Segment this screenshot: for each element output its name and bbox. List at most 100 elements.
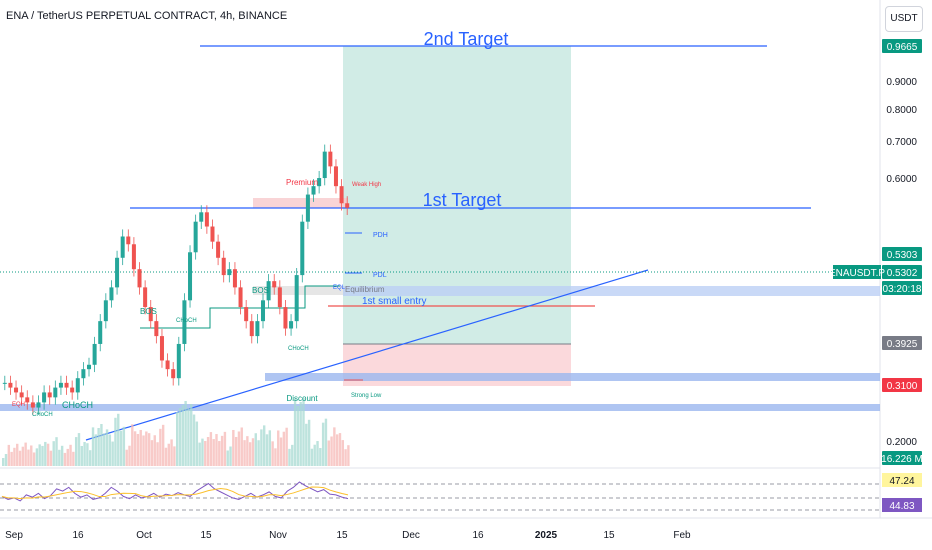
volume-series	[2, 398, 350, 466]
price-badge: 0.5303	[882, 247, 922, 261]
candle-body	[249, 321, 254, 337]
blue-zone-upper	[343, 286, 880, 296]
volume-bar	[307, 419, 311, 466]
symbol-badge-bg	[833, 265, 881, 279]
volume-bar	[229, 446, 232, 466]
volume-bar	[114, 417, 117, 466]
rsi-badge: 47.24	[882, 473, 922, 487]
pdh-label: PDH	[373, 232, 388, 239]
candle-body	[199, 212, 204, 222]
candle-body	[333, 166, 338, 187]
volume-bar	[108, 434, 112, 466]
x-tick-label: Oct	[136, 530, 152, 541]
eqh-label: EQH	[12, 402, 25, 408]
discount-label: Discount	[286, 394, 318, 403]
candle-body	[126, 236, 131, 245]
candle-body	[260, 300, 266, 322]
candle-body	[131, 244, 136, 270]
volume-bar	[164, 447, 168, 466]
candle-body	[154, 321, 159, 337]
symbol-badge: ENAUSDT.P	[829, 265, 885, 279]
candle-body	[70, 387, 75, 393]
candle-body	[14, 387, 19, 393]
candle-body	[25, 397, 30, 403]
volume-bar	[201, 438, 204, 466]
pdl-label: PDL	[373, 272, 387, 279]
x-tick-label: Dec	[402, 530, 420, 541]
volume-bar	[49, 450, 53, 466]
volume-bar	[190, 404, 193, 466]
volume-bar	[296, 406, 300, 466]
candle-body	[232, 269, 237, 288]
volume-bar	[55, 437, 58, 466]
price-axis[interactable]: 0.9000 0.8000 0.7000 0.6000 0.2000	[886, 77, 917, 448]
y-tick-label: 0.6000	[886, 174, 917, 185]
volume-bar	[248, 442, 252, 466]
volume-bar	[277, 430, 280, 466]
candle-body	[42, 392, 47, 403]
volume-bar	[10, 451, 13, 466]
volume-bar	[30, 445, 33, 466]
time-axis[interactable]: Sep 16 Oct 15 Nov 15 Dec 16 2025 15 Feb	[5, 530, 691, 541]
volume-bar	[122, 426, 126, 466]
volume-bar	[24, 442, 27, 466]
price-badge-bg	[882, 247, 922, 261]
small-entry-label: 1st small entry	[362, 296, 426, 307]
x-tick-label: 2025	[535, 530, 558, 541]
candle-body	[339, 186, 344, 204]
volume-bar	[291, 444, 294, 466]
candle-body	[317, 178, 322, 187]
rsi-line	[1, 481, 349, 502]
volume-bar	[265, 434, 269, 466]
candle-body	[58, 382, 63, 388]
y-tick-label: 0.9000	[886, 77, 917, 88]
volume-bar	[145, 431, 148, 466]
choch-label-3: CHoCH	[176, 318, 197, 324]
price-badge-label: 0.3925	[887, 339, 918, 350]
volume-bar	[150, 440, 154, 466]
volume-bar	[69, 444, 72, 466]
volume-bar	[89, 450, 92, 466]
volume-bar	[44, 441, 47, 466]
volume-bar	[246, 436, 249, 466]
candle-body	[36, 402, 41, 408]
volume-bar	[167, 443, 170, 466]
x-tick-label: 16	[472, 530, 484, 541]
volume-bar	[181, 405, 185, 466]
volume-bar	[223, 431, 227, 466]
volume-bar	[299, 402, 302, 466]
volume-bar	[91, 427, 95, 466]
candle-body	[188, 252, 193, 301]
volume-bar	[263, 425, 266, 466]
rsi-badge-bg	[882, 473, 922, 487]
volume-bar	[243, 440, 246, 466]
volume-bar	[16, 443, 19, 466]
volume-bar	[136, 433, 140, 466]
volume-bar	[187, 408, 190, 466]
currency-button[interactable]: USDT	[885, 6, 923, 32]
volume-bar	[13, 447, 16, 466]
volume-bar	[7, 444, 11, 466]
price-badge-bg	[882, 336, 922, 350]
candle-body	[115, 257, 120, 288]
volume-bar	[232, 429, 235, 466]
candle-body	[204, 212, 209, 227]
candle-body	[176, 343, 181, 379]
candle-body	[305, 194, 310, 222]
volume-bar	[173, 446, 176, 466]
volume-bar	[125, 449, 128, 466]
price-badge: 0.3100	[882, 378, 922, 392]
volume-bar	[234, 436, 238, 466]
candle-body	[2, 382, 7, 384]
volume-bar	[330, 436, 333, 466]
volume-bar	[215, 434, 218, 466]
volume-bar	[324, 418, 328, 466]
candle-body	[311, 186, 316, 195]
candle-body	[221, 257, 226, 276]
candle-body	[193, 221, 198, 253]
price-badge-bg	[882, 451, 922, 465]
candle-body	[272, 281, 277, 288]
volume-bar	[147, 433, 151, 466]
choch-label-2: CHoCH	[32, 412, 53, 418]
